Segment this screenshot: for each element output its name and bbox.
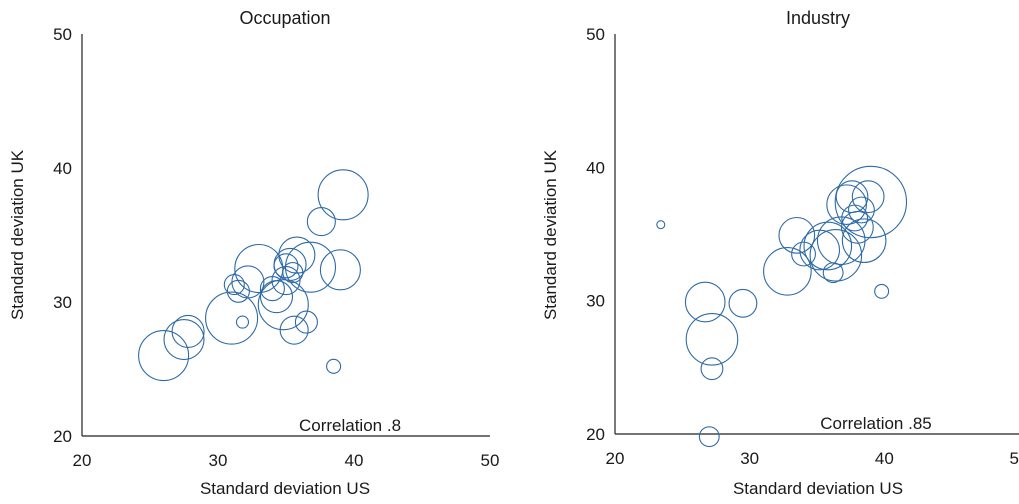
x-tick-label-occupation: 20 <box>73 451 92 470</box>
data-point-occupation <box>257 279 309 331</box>
x-tick-label-industry: 20 <box>606 449 625 468</box>
data-point-occupation <box>284 241 337 293</box>
data-point-occupation <box>226 279 250 303</box>
panel-occupation: Occupation Standard deviation US Standar… <box>8 8 499 498</box>
data-point-industry <box>763 247 812 296</box>
y-tick-label-industry: 50 <box>586 25 605 44</box>
data-point-industry <box>841 210 874 244</box>
data-point-industry <box>684 281 726 323</box>
x-tick-label-occupation: 50 <box>481 451 500 470</box>
y-tick-label-industry: 30 <box>586 292 605 311</box>
y-tick-label-occupation: 20 <box>53 427 72 446</box>
y-tick-label-industry: 40 <box>586 158 605 177</box>
data-point-occupation <box>235 315 250 329</box>
x-axis-label-occupation: Standard deviation US <box>200 479 370 498</box>
data-point-occupation <box>278 236 316 274</box>
data-point-occupation <box>205 291 259 345</box>
data-point-industry <box>809 229 863 282</box>
data-point-industry <box>851 180 885 214</box>
y-axis-label-occupation: Standard deviation UK <box>8 149 27 320</box>
data-point-occupation <box>273 247 307 282</box>
data-point-occupation <box>326 358 342 374</box>
x-axis-label-industry: Standard deviation US <box>733 479 903 498</box>
y-axis-label-industry: Standard deviation UK <box>541 149 560 320</box>
data-point-industry <box>728 288 758 318</box>
data-point-industry <box>791 241 816 267</box>
data-point-occupation <box>317 169 369 221</box>
panel-title-occupation: Occupation <box>239 8 330 28</box>
correlation-annotation-industry: Correlation .85 <box>820 414 932 433</box>
data-point-industry <box>698 426 720 448</box>
data-point-industry <box>656 220 666 230</box>
data-point-occupation <box>294 310 318 334</box>
x-tick-label-industry: 30 <box>740 449 759 468</box>
data-point-industry <box>834 165 908 239</box>
data-point-occupation <box>171 314 205 349</box>
data-point-occupation <box>319 249 361 291</box>
y-tick-label-industry: 20 <box>586 425 605 444</box>
y-tick-label-occupation: 40 <box>53 159 72 178</box>
data-point-occupation <box>231 265 265 299</box>
panel-industry: Industry Standard deviation US Standard … <box>541 8 1019 498</box>
data-point-occupation <box>306 207 336 237</box>
x-tick-label-industry: 40 <box>875 449 894 468</box>
data-point-occupation <box>163 318 205 361</box>
data-point-industry <box>874 283 890 299</box>
panel-title-industry: Industry <box>786 8 850 28</box>
x-tick-label-industry: 50 <box>1010 449 1019 468</box>
data-point-industry <box>803 221 853 271</box>
data-point-occupation <box>138 330 190 382</box>
data-point-occupation <box>234 243 284 294</box>
data-point-industry <box>848 196 875 224</box>
y-tick-label-occupation: 50 <box>53 25 72 44</box>
data-point-occupation <box>279 315 309 345</box>
data-point-industry <box>700 357 724 381</box>
data-point-industry <box>685 313 739 366</box>
data-point-industry <box>778 216 816 254</box>
x-tick-label-occupation: 40 <box>345 451 364 470</box>
y-tick-label-occupation: 30 <box>53 293 72 312</box>
data-point-industry <box>841 218 887 264</box>
correlation-annotation-occupation: Correlation .8 <box>299 416 401 435</box>
x-tick-label-occupation: 30 <box>209 451 228 470</box>
data-point-industry <box>826 184 867 226</box>
data-point-occupation <box>223 274 245 296</box>
